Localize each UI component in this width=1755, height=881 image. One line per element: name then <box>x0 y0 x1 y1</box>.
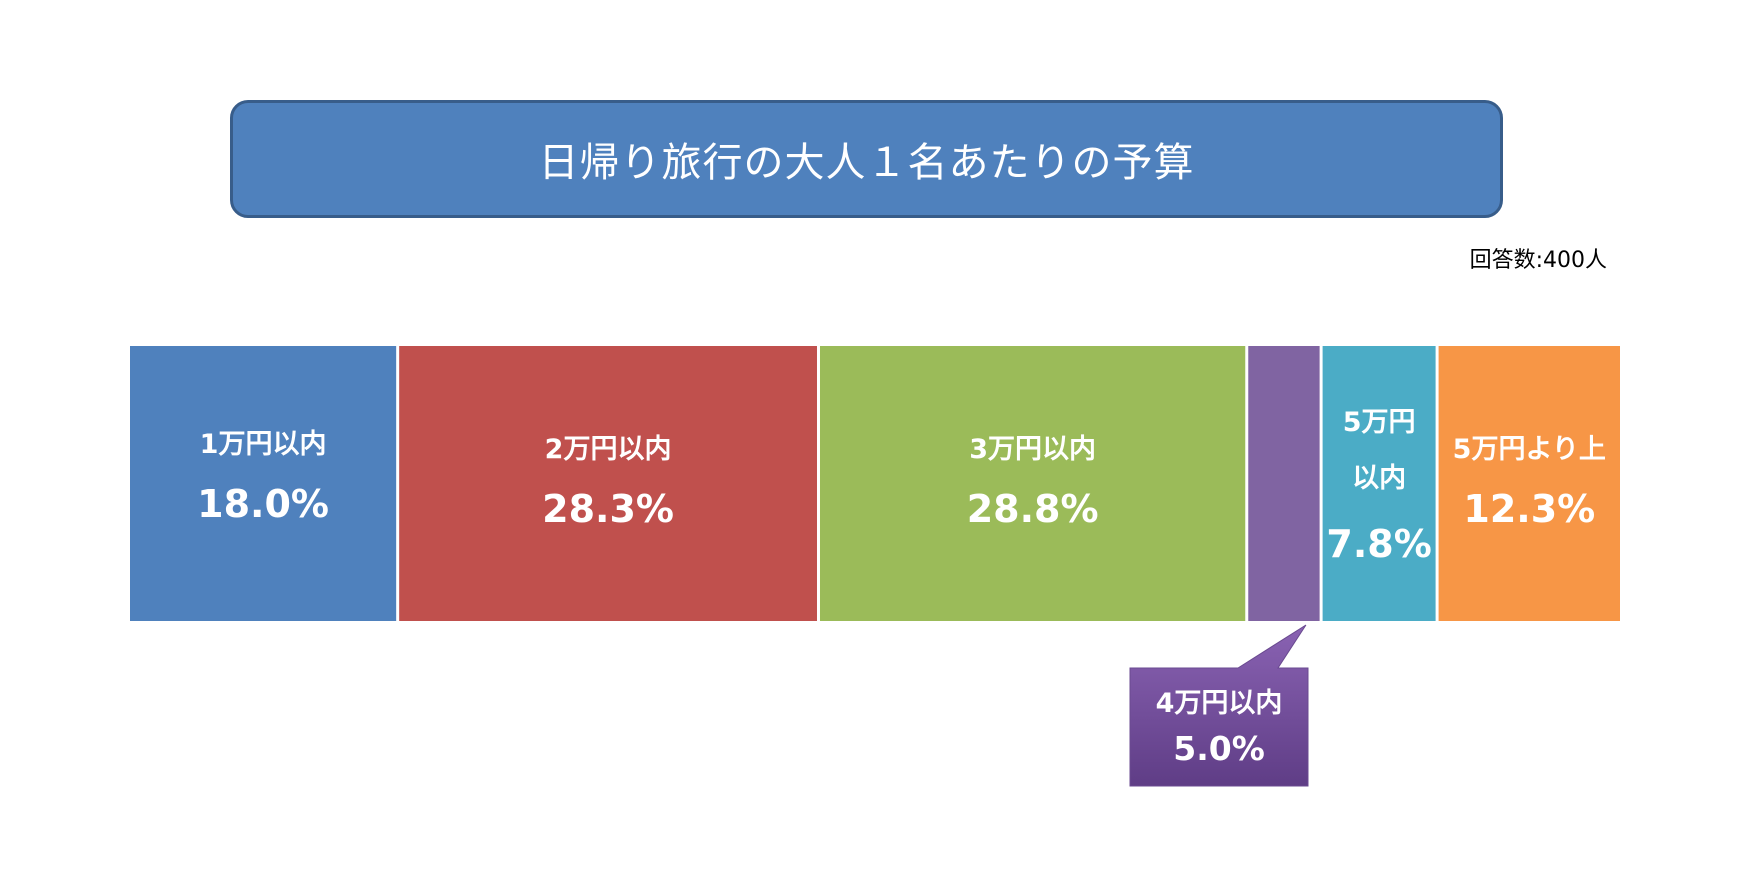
bar-segment-2 <box>819 346 1246 621</box>
category-label-4-line-0: 5万円 <box>1343 407 1416 438</box>
bar-segment-5 <box>1438 346 1620 621</box>
value-label-2: 28.8% <box>967 487 1099 531</box>
bar-segment-4 <box>1322 346 1436 621</box>
category-label-0: 1万円以内 <box>200 429 327 460</box>
bar-segment-1 <box>399 346 817 621</box>
category-label-2: 3万円以内 <box>969 434 1096 465</box>
category-label-5: 5万円より上 <box>1453 434 1606 465</box>
value-label-5: 12.3% <box>1463 487 1595 531</box>
value-label-3: 5.0% <box>1173 729 1265 768</box>
value-label-4: 7.8% <box>1326 522 1431 566</box>
callout-box-3 <box>1129 624 1309 787</box>
value-label-1: 28.3% <box>542 487 674 531</box>
value-label-0: 18.0% <box>197 482 329 526</box>
category-label-1: 2万円以内 <box>545 434 672 465</box>
respondent-count: 回答数:400人 <box>1469 248 1607 273</box>
category-label-3: 4万円以内 <box>1156 688 1283 719</box>
bar-segment-0 <box>130 346 397 621</box>
bar-segment-3 <box>1248 346 1320 621</box>
chart-title: 日帰り旅行の大人１名あたりの予算 <box>230 100 1503 218</box>
category-label-4-line-1: 以内 <box>1352 463 1406 494</box>
